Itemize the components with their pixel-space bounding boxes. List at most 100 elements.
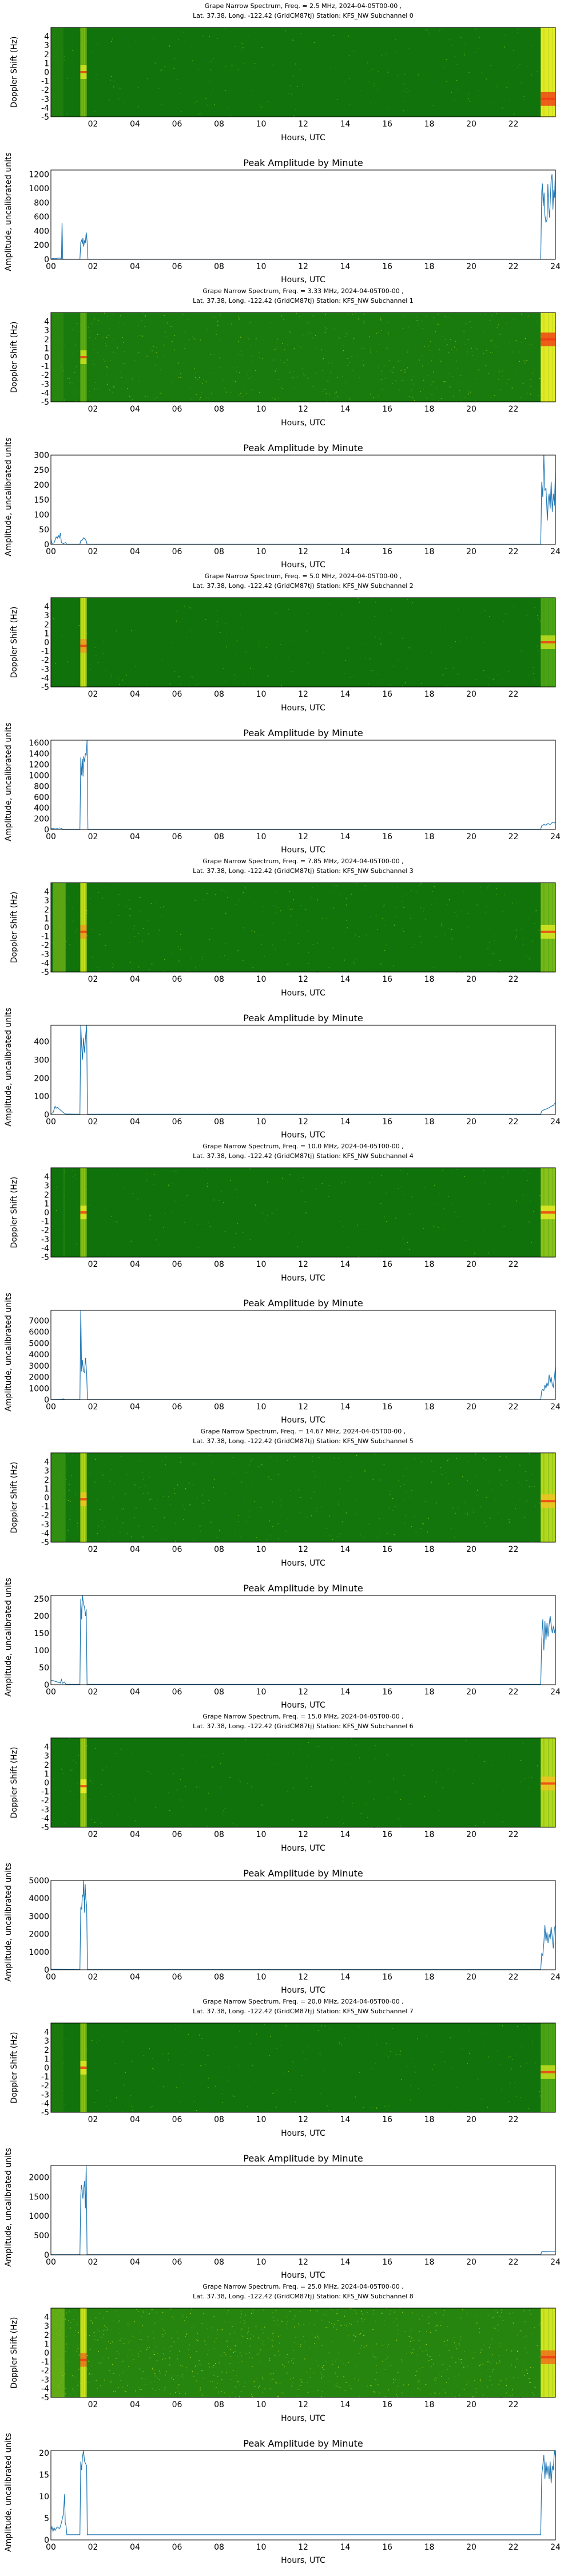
spectrogram-y-tick: 4: [44, 2028, 49, 2037]
spectrogram-y-tick: -1: [41, 1503, 49, 1512]
panel-svg: Grape Narrow Spectrum, Freq. = 7.85 MHz,…: [4, 858, 561, 1140]
amplitude-x-tick: 12: [298, 1973, 308, 1982]
amplitude-y-tick: 0: [44, 2536, 49, 2545]
spectrogram-x-tick: 02: [88, 1545, 98, 1554]
amplitude-x-label: Hours, UTC: [281, 560, 325, 570]
spectrogram-x-tick: 20: [466, 2400, 476, 2409]
amplitude-y-tick: 5000: [29, 1339, 49, 1348]
spectrogram-frame: [50, 1737, 556, 1828]
amplitude-plot-area: [51, 2451, 555, 2540]
amplitude-line: [50, 169, 556, 260]
spectrogram-x-tick: 02: [88, 1830, 98, 1839]
spectrogram-x-label: Hours, UTC: [281, 2129, 325, 2138]
spectrogram-x-tick: 18: [424, 2115, 435, 2124]
amplitude-y-label: Amplitude, uncalibrated units: [4, 437, 13, 556]
spectrogram-y-tick: -1: [41, 1218, 49, 1227]
amplitude-x-tick: 20: [466, 832, 476, 841]
amplitude-x-tick: 20: [466, 1688, 476, 1697]
spectrogram-y-tick: 3: [44, 896, 49, 906]
amplitude-x-tick: 22: [509, 2543, 519, 2552]
amplitude-x-label: Hours, UTC: [281, 2556, 325, 2565]
spectrogram-y-tick: -5: [41, 2393, 49, 2403]
amplitude-x-tick: 20: [466, 1402, 476, 1412]
amplitude-x-tick: 20: [466, 262, 476, 271]
amplitude-chart-8: Peak Amplitude by Minute 0 5 10 15 20 00 02 04 06…: [4, 2433, 561, 2565]
spectrogram-x-tick: 08: [214, 690, 224, 699]
spectrogram-x-tick: 18: [424, 120, 435, 129]
amplitude-x-tick: 14: [340, 2543, 351, 2552]
spectrogram-y-tick: -1: [41, 1788, 49, 1797]
amplitude-title: Peak Amplitude by Minute: [243, 1583, 363, 1594]
spectrogram-y-tick: 2: [44, 1476, 49, 1485]
spectrogram-subtitle: Lat. 37.38, Long. -122.42 (GridCM87tj) S…: [193, 1437, 414, 1445]
doppler-peak-trace: [80, 930, 87, 933]
spectrogram-x-tick: 16: [382, 120, 392, 129]
amplitude-y-label: Amplitude, uncalibrated units: [4, 722, 13, 841]
amplitude-y-tick: 3000: [29, 1912, 49, 1921]
doppler-peak-trace: [541, 930, 555, 933]
amplitude-x-tick: 16: [382, 2258, 392, 2267]
faint-signal-band: [51, 2023, 64, 2112]
amplitude-frame: [50, 740, 556, 830]
amplitude-y-tick: 2000: [29, 2173, 49, 2182]
spectrogram-x-tick: 04: [130, 975, 140, 984]
amplitude-x-tick: 14: [340, 1402, 351, 1412]
spectrogram-x-tick: 02: [88, 1260, 98, 1269]
spectrogram-x-tick: 06: [172, 1830, 182, 1839]
spectrogram-x-tick: 02: [88, 405, 98, 414]
amplitude-frame: [50, 1310, 556, 1400]
spectrogram-7: Grape Narrow Spectrum, Freq. = 20.0 MHz,…: [10, 1998, 556, 2138]
amplitude-x-tick: 24: [550, 262, 561, 271]
doppler-peak-trace: [541, 1211, 555, 1214]
spectrogram-y-tick: 3: [44, 2322, 49, 2331]
amplitude-x-tick: 06: [172, 1117, 182, 1127]
amplitude-x-tick: 18: [424, 262, 435, 271]
spectrogram-x-tick: 22: [509, 405, 519, 414]
amplitude-y-label: Amplitude, uncalibrated units: [4, 152, 13, 271]
amplitude-title: Peak Amplitude by Minute: [243, 1868, 363, 1879]
spectrogram-x-tick: 12: [298, 120, 308, 129]
spectrogram-2: Grape Narrow Spectrum, Freq. = 5.0 MHz, …: [10, 572, 556, 713]
spectrogram-x-tick: 18: [424, 1830, 435, 1839]
spectrogram-y-tick: -2: [41, 86, 49, 95]
spectrogram-y-tick: 3: [44, 1752, 49, 1761]
spectrogram-y-tick: 2: [44, 50, 49, 60]
spectrogram-y-tick: 0: [44, 2064, 49, 2073]
amplitude-line: [50, 1880, 556, 1970]
amplitude-x-tick: 10: [256, 2543, 267, 2552]
spectrogram-y-tick: -1: [41, 647, 49, 657]
amplitude-x-tick: 02: [88, 262, 98, 271]
spectrogram-x-label: Hours, UTC: [281, 133, 325, 143]
amplitude-y-tick: 300: [34, 1056, 49, 1065]
amplitude-y-tick: 200: [34, 815, 49, 824]
spectrogram-x-tick: 22: [509, 120, 519, 129]
spectrogram-x-tick: 20: [466, 1545, 476, 1554]
spectrogram-y-label: Doppler Shift (Hz): [10, 1747, 19, 1819]
spectrogram-y-label: Doppler Shift (Hz): [10, 37, 19, 108]
spectrogram-x-tick: 14: [340, 1830, 351, 1839]
amplitude-y-tick: 50: [39, 526, 49, 535]
panel-svg: Grape Narrow Spectrum, Freq. = 5.0 MHz, …: [4, 572, 561, 855]
doppler-peak-trace: [541, 2356, 555, 2358]
amplitude-x-tick: 02: [88, 1973, 98, 1982]
amplitude-x-tick: 14: [340, 1117, 351, 1127]
amplitude-chart-5: Peak Amplitude by Minute 0 50 100 150 200 250 0…: [4, 1578, 561, 1710]
panel-svg: Grape Narrow Spectrum, Freq. = 14.67 MHz…: [4, 1428, 561, 1710]
amplitude-x-tick: 18: [424, 1117, 435, 1127]
amplitude-frame: [50, 455, 556, 545]
faint-signal-band: [51, 27, 64, 117]
amplitude-x-tick: 08: [214, 1688, 224, 1697]
spectrogram-x-tick: 20: [466, 975, 476, 984]
spectrogram-x-tick: 18: [424, 1545, 435, 1554]
spectrogram-y-tick: -3: [41, 2376, 49, 2385]
amplitude-y-tick: 150: [34, 1629, 49, 1638]
spectrogram-x-tick: 14: [340, 690, 351, 699]
spectrogram-y-tick: 0: [44, 68, 49, 77]
spectrogram-y-tick: -2: [41, 656, 49, 665]
amplitude-x-tick: 22: [509, 832, 519, 841]
amplitude-chart-7: Peak Amplitude by Minute0500100015002000…: [4, 2148, 561, 2280]
amplitude-y-tick: 0: [44, 2251, 49, 2260]
spectrogram-x-tick: 06: [172, 975, 182, 984]
amplitude-y-tick: 2000: [29, 1373, 49, 1382]
spectrogram-x-tick: 06: [172, 1545, 182, 1554]
